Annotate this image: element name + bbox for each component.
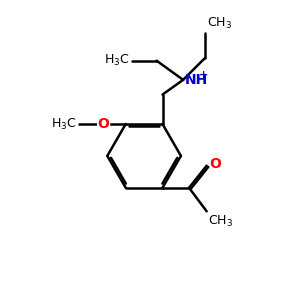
Text: H$_3$C: H$_3$C [51,116,76,132]
Text: H$_3$C: H$_3$C [104,53,129,68]
Text: CH$_3$: CH$_3$ [207,16,232,31]
Text: O: O [98,117,109,131]
Text: O: O [210,157,221,171]
Text: CH$_3$: CH$_3$ [208,214,233,230]
Text: +: + [198,70,208,80]
Text: NH: NH [184,73,208,87]
